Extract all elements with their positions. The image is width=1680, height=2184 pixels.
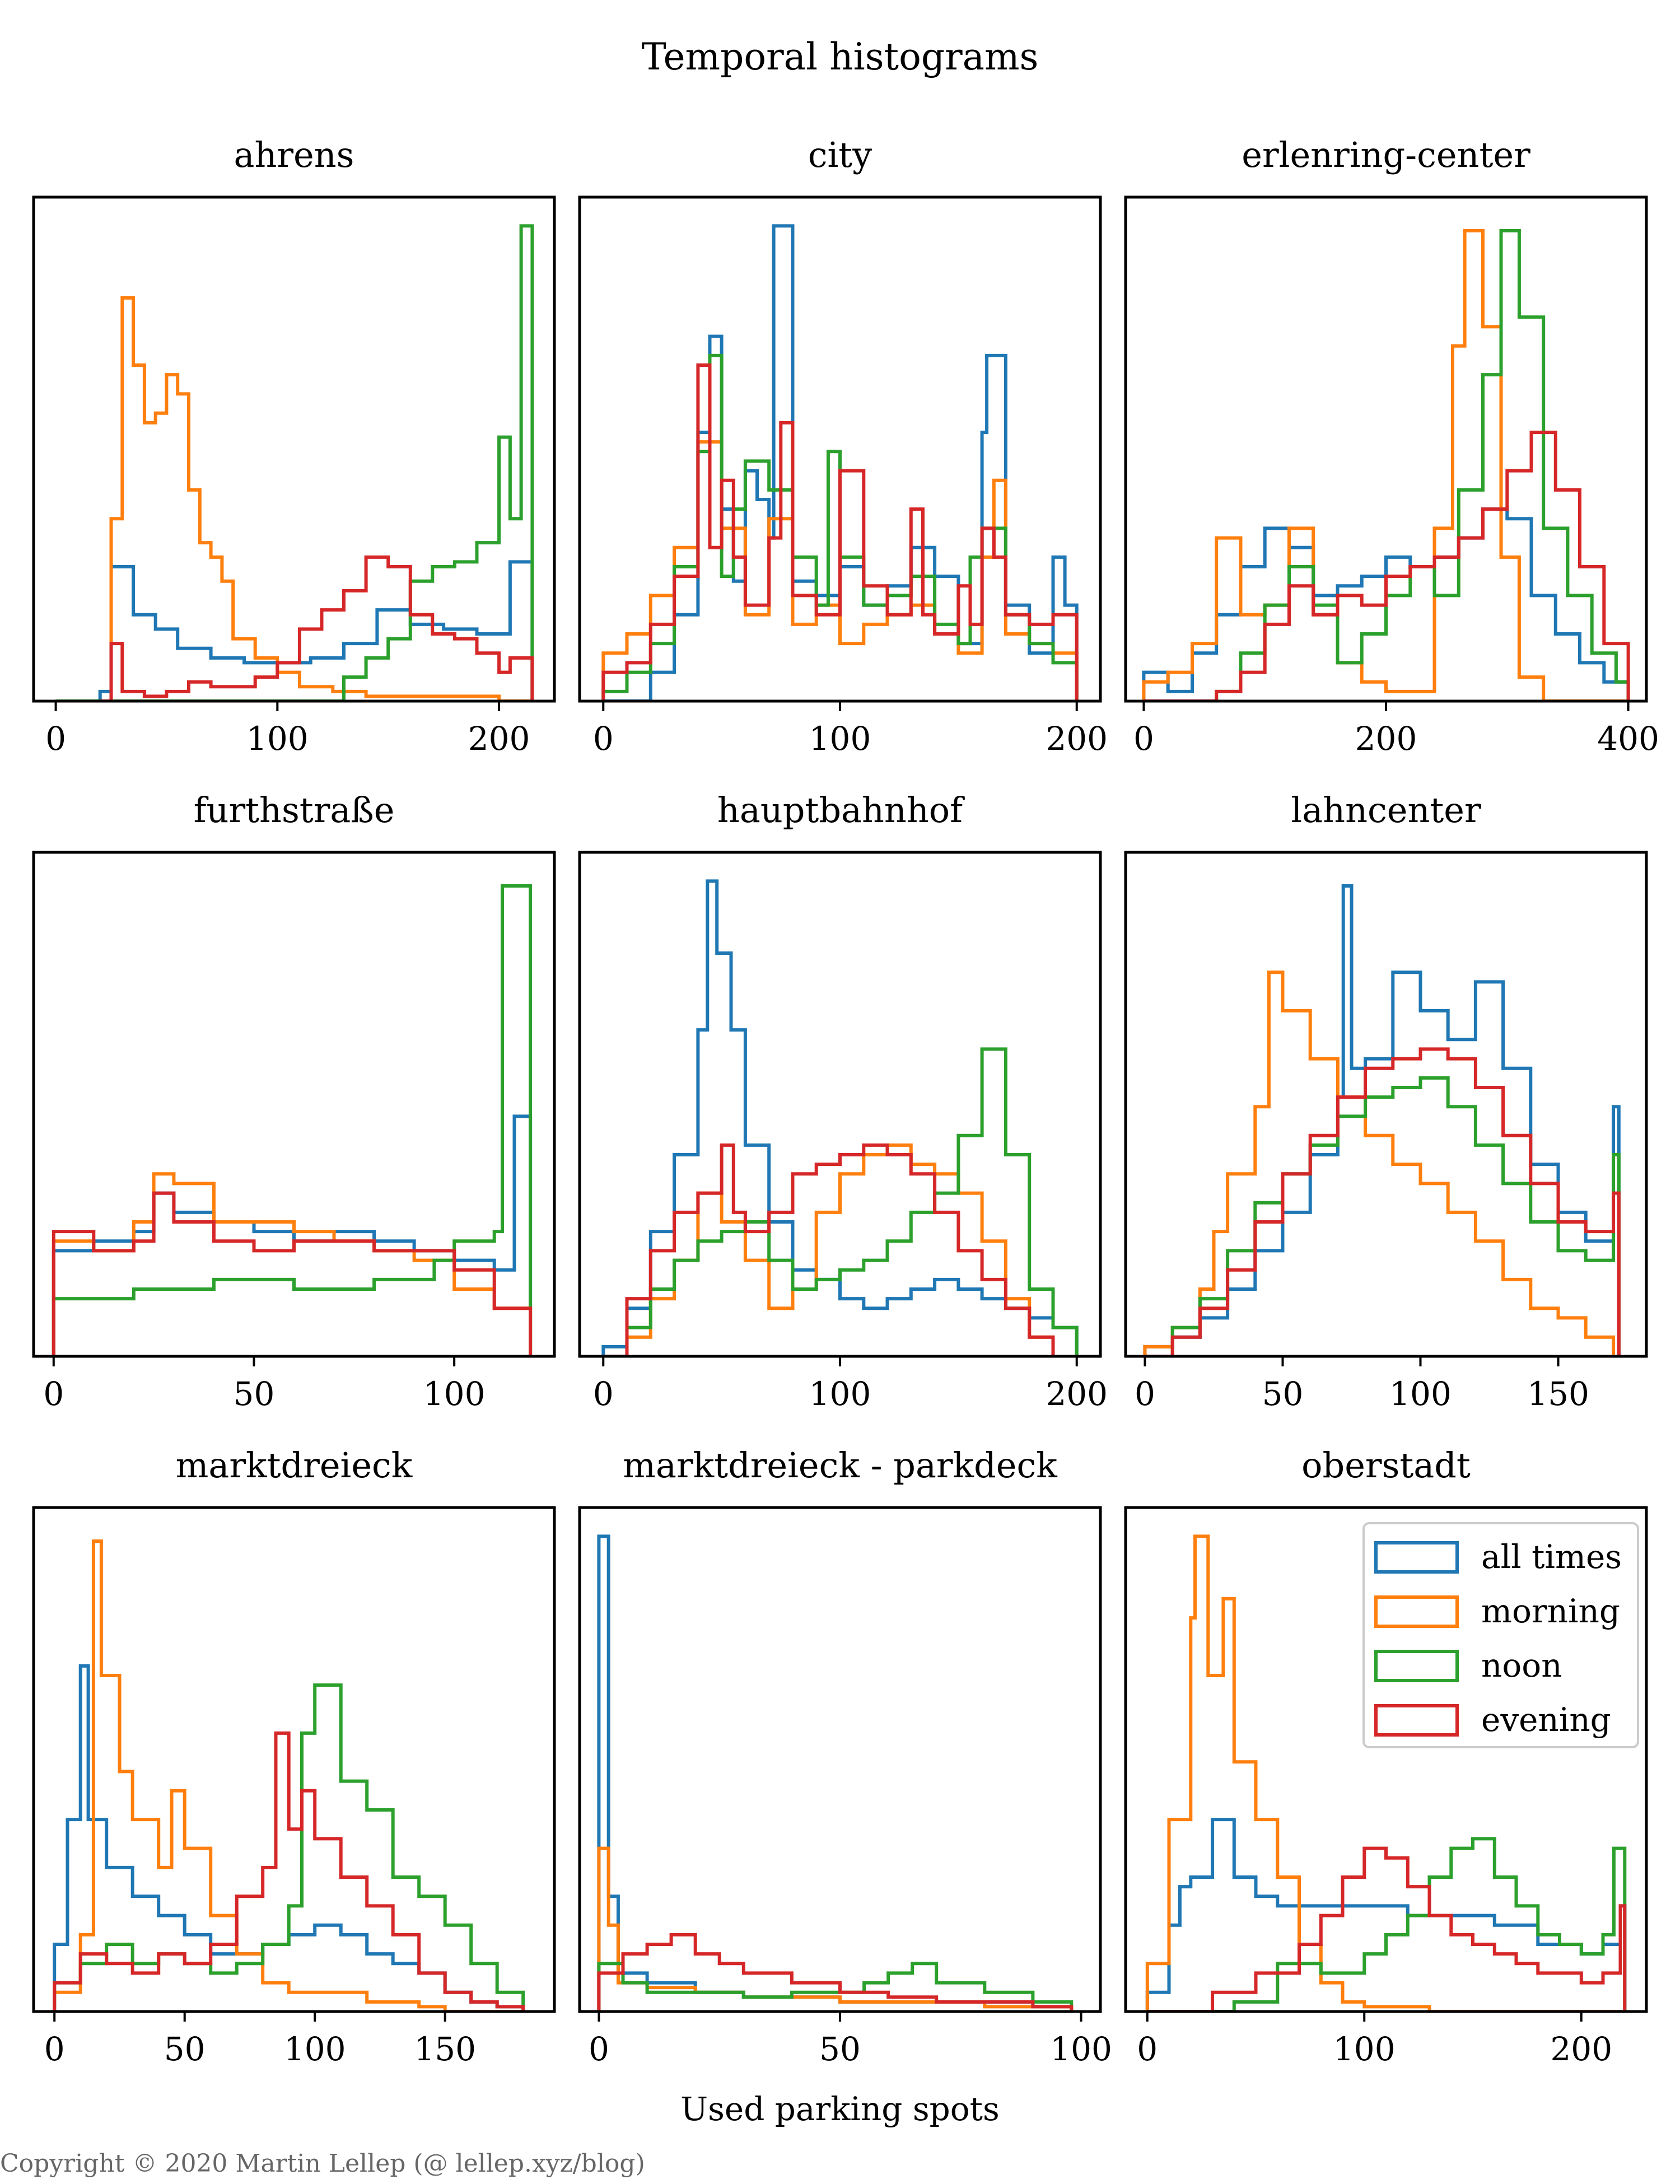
panel-title: erlenring-center	[1242, 134, 1530, 175]
axes-frame	[1124, 1506, 1648, 2013]
x-tick-label: 100	[1333, 2030, 1396, 2068]
panel-title: lahncenter	[1291, 790, 1481, 830]
x-tick-label: 0	[43, 1375, 64, 1413]
x-tick-label: 200	[1046, 1375, 1108, 1413]
x-tick-label: 100	[423, 1375, 486, 1413]
legend: all times morning noon evening	[1362, 1522, 1639, 1748]
x-tick-label: 200	[1355, 720, 1417, 758]
x-tick-label: 200	[1550, 2030, 1612, 2068]
panel-title: oberstadt	[1301, 1445, 1471, 1486]
legend-box	[1362, 1522, 1639, 1748]
histogram-noon-series	[53, 1683, 525, 2012]
panel-title: furthstraße	[194, 790, 395, 830]
histogram-morning-series	[597, 1846, 1074, 2012]
x-tick-label: 100	[284, 2030, 346, 2068]
histogram-all-times-series	[1143, 884, 1621, 1356]
legend-swatch-all-times	[1374, 1541, 1459, 1574]
legend-swatch-morning	[1374, 1595, 1459, 1628]
x-tick-label: 0	[44, 2030, 65, 2068]
x-tick-label: 150	[414, 2030, 476, 2068]
x-tick-label: 0	[1135, 1375, 1155, 1413]
axes-frame	[578, 1506, 1102, 2013]
legend-swatch-evening	[1374, 1704, 1459, 1737]
legend-label-noon: noon	[1481, 1646, 1562, 1684]
x-tick-label: 0	[45, 720, 66, 758]
panel-city: city 0 100 200	[578, 134, 1108, 758]
panel-title: marktdreieck - parkdeck	[623, 1445, 1057, 1486]
x-tick-label: 100	[809, 720, 871, 758]
panel-furthstrasse: furthstraße 0 50 100	[32, 790, 556, 1413]
x-tick-label: 200	[468, 720, 530, 758]
panel-lahncenter: lahncenter 0 50 100 150	[1124, 790, 1648, 1413]
axes-frame	[1124, 851, 1648, 1358]
histogram-evening-series	[52, 1191, 533, 1356]
histogram-morning-series	[52, 1172, 533, 1356]
panel-hauptbahnhof: hauptbahnhof 0 100 200	[578, 790, 1108, 1413]
x-tick-label: 50	[819, 2030, 861, 2068]
histogram-noon-series	[603, 1047, 1079, 1356]
copyright-notice: Copyright © 2020 Martin Lellep (@ lellep…	[0, 2149, 645, 2178]
histogram-evening-series	[1147, 1846, 1627, 2012]
histogram-evening-series	[601, 363, 1079, 701]
histogram-morning-series	[1145, 1534, 1625, 2012]
x-tick-label: 200	[1046, 720, 1108, 758]
histogram-morning-series	[100, 296, 533, 701]
panel-title: hauptbahnhof	[717, 790, 965, 830]
panel-ahrens: ahrens 0 100 200	[32, 134, 556, 758]
histogram-morning-series	[601, 440, 1079, 701]
panel-oberstadt: oberstadt 0 100 200 all times morning noon even…	[1124, 1445, 1648, 2068]
legend-label-all-times: all times	[1481, 1538, 1622, 1576]
panel-marktdreieck-parkdeck: marktdreieck - parkdeck 0 50 100	[578, 1445, 1112, 2068]
x-tick-label: 0	[593, 1375, 614, 1413]
x-tick-label: 100	[1389, 1375, 1452, 1413]
x-tick-label: 0	[1133, 720, 1154, 758]
x-tick-label: 50	[1262, 1375, 1304, 1413]
histogram-noon-series	[597, 1962, 1074, 2012]
histogram-all-times-series	[53, 1664, 525, 2012]
legend-label-morning: morning	[1481, 1592, 1620, 1630]
panel-title: marktdreieck	[176, 1445, 413, 1486]
legend-label-evening: evening	[1481, 1701, 1611, 1739]
histogram-evening-series	[1144, 431, 1630, 701]
axes-frame	[32, 195, 556, 703]
x-tick-label: 50	[234, 1375, 275, 1413]
histogram-all-times-series	[52, 1114, 533, 1356]
histogram-noon-series	[1145, 1076, 1621, 1356]
histogram-noon-series	[55, 224, 534, 701]
axes-frame	[32, 1506, 556, 2013]
x-tick-label: 0	[593, 720, 614, 758]
x-tick-label: 100	[809, 1375, 871, 1413]
x-tick-label: 150	[1527, 1375, 1589, 1413]
histogram-morning-series	[1142, 229, 1628, 701]
figure-title: Temporal histograms	[642, 35, 1039, 78]
histogram-evening-series	[100, 555, 534, 701]
axes-frame	[32, 851, 556, 1358]
histogram-evening-series	[603, 1143, 1055, 1356]
x-tick-label: 100	[246, 720, 309, 758]
x-tick-label: 400	[1597, 720, 1659, 758]
panel-title: ahrens	[234, 134, 354, 175]
shared-x-axis-label: Used parking spots	[680, 2090, 999, 2128]
x-tick-label: 0	[589, 2030, 609, 2068]
panel-title: city	[808, 134, 872, 175]
histogram-evening-series	[53, 1731, 525, 2012]
histogram-morning-series	[53, 1539, 524, 2012]
panel-erlenring-center: erlenring-center 0 200 400	[1124, 134, 1659, 758]
x-tick-label: 100	[1050, 2030, 1112, 2068]
histogram-evening-series	[1145, 1047, 1621, 1356]
histogram-noon-series	[1147, 1837, 1627, 2012]
histogram-evening-series	[597, 1933, 1074, 2012]
panel-marktdreieck: marktdreieck 0 50 100 150	[32, 1445, 556, 2068]
histogram-all-times-series	[55, 560, 534, 701]
x-tick-label: 50	[164, 2030, 206, 2068]
histogram-noon-series	[52, 884, 533, 1356]
x-tick-label: 0	[1137, 2030, 1158, 2068]
legend-swatch-noon	[1374, 1650, 1459, 1682]
